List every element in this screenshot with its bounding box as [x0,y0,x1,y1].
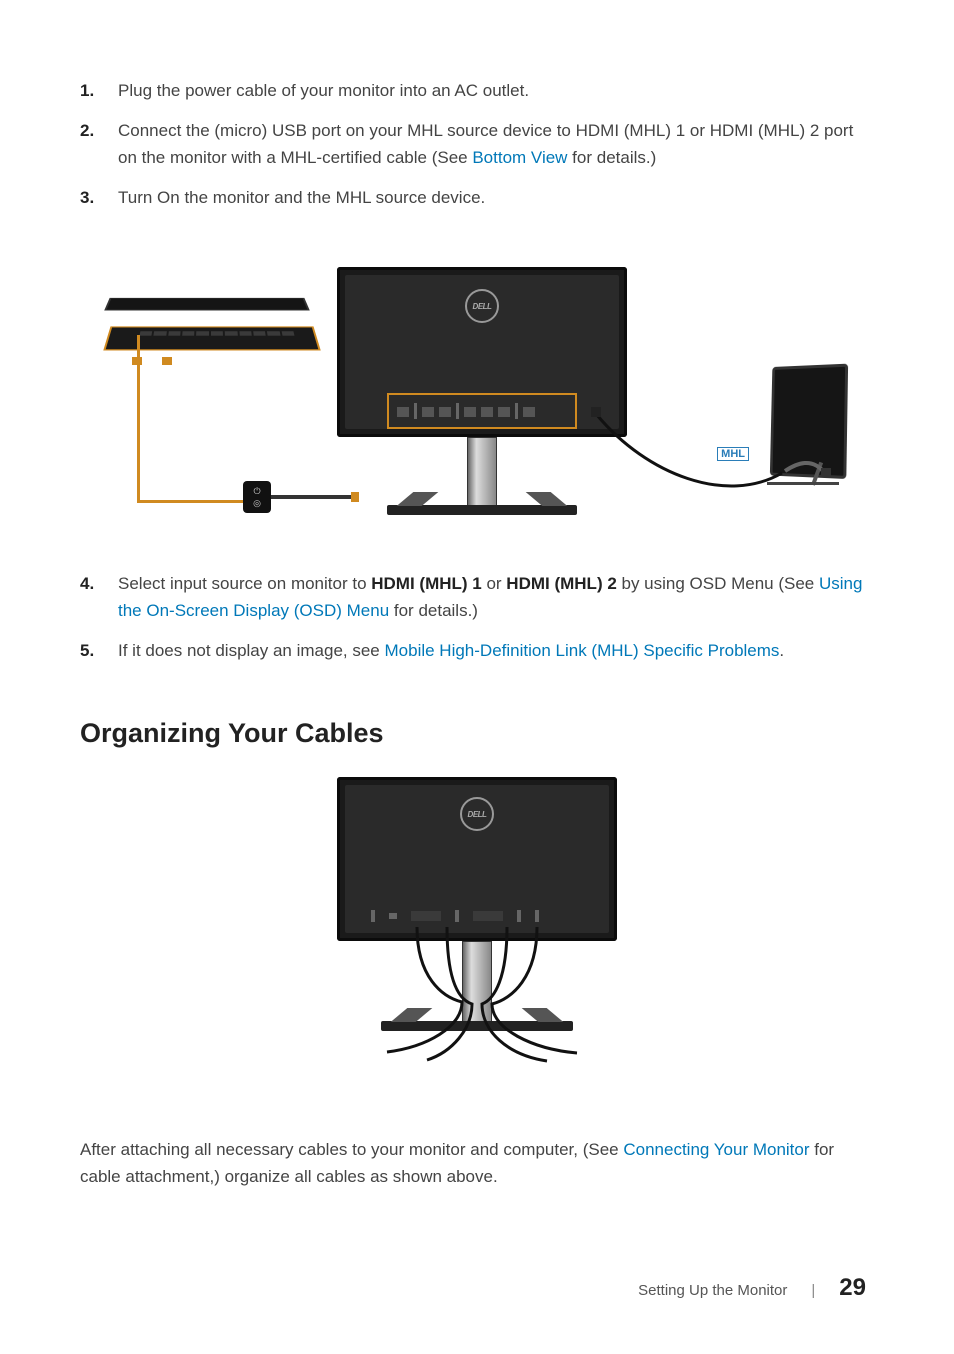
footer-separator: | [811,1282,815,1299]
footer-section: Setting Up the Monitor [638,1282,787,1299]
step-2: 2. Connect the (micro) USB port on your … [80,118,874,171]
step-text: Select input source on monitor to HDMI (… [118,571,874,624]
power-socket-icon: ⏻◎ [243,481,271,513]
step-3: 3. Turn On the monitor and the MHL sourc… [80,185,874,211]
mhl-cable-icon [587,385,867,515]
step-5: 5. If it does not display an image, see … [80,638,874,664]
step-number: 3. [80,185,118,211]
organizing-cables-heading: Organizing Your Cables [80,718,874,749]
step-1: 1. Plug the power cable of your monitor … [80,78,874,104]
organized-cables-icon [297,777,657,1077]
step-number: 4. [80,571,118,624]
step-text: Turn On the monitor and the MHL source d… [118,185,874,211]
step-text: Plug the power cable of your monitor int… [118,78,874,104]
stand-base-icon [387,505,577,515]
port-highlight-box [387,393,577,429]
step-number: 1. [80,78,118,104]
steps-list-a: 1. Plug the power cable of your monitor … [80,78,874,211]
step-4: 4. Select input source on monitor to HDM… [80,571,874,624]
step-number: 2. [80,118,118,171]
bottom-view-link[interactable]: Bottom View [472,148,567,167]
page-number: 29 [839,1274,866,1302]
mhl-connection-figure: DELL ⏻◎ [87,267,867,529]
cable-organizing-figure: DELL [297,777,657,1077]
step-number: 5. [80,638,118,664]
mhl-problems-link[interactable]: Mobile High-Definition Link (MHL) Specif… [385,641,780,660]
step-text: If it does not display an image, see Mob… [118,638,874,664]
steps-list-b: 4. Select input source on monitor to HDM… [80,571,874,664]
connecting-monitor-link[interactable]: Connecting Your Monitor [623,1140,809,1159]
closing-paragraph: After attaching all necessary cables to … [80,1137,874,1190]
stand-neck-icon [467,437,497,507]
dell-logo-icon: DELL [465,289,499,323]
power-cable-icon [271,495,353,499]
step-text: Connect the (micro) USB port on your MHL… [118,118,874,171]
page-footer: Setting Up the Monitor | 29 [638,1274,866,1302]
